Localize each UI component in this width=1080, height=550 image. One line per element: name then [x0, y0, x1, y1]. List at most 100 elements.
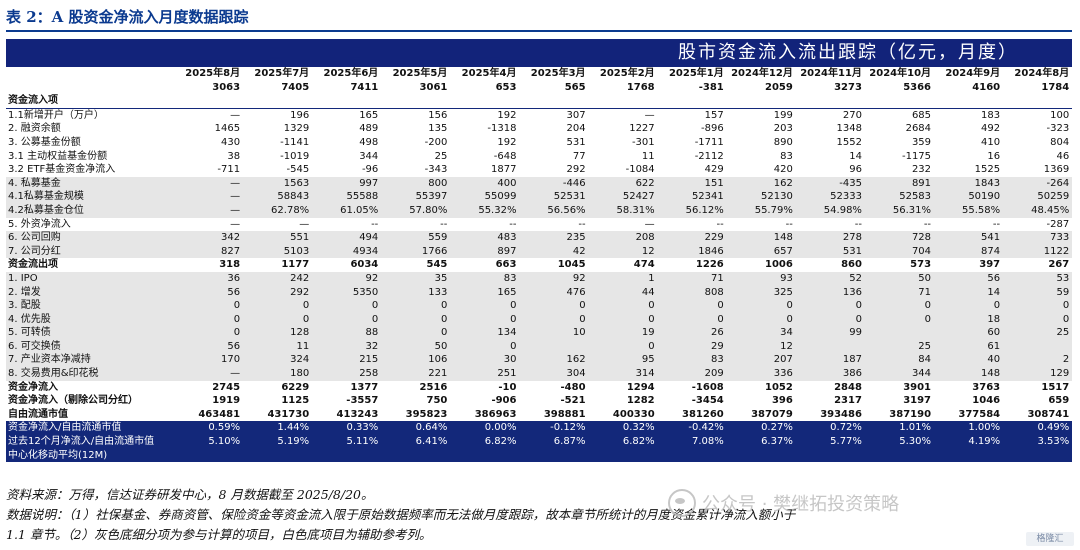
table-cell: 1.44%: [243, 421, 313, 436]
table-cell: 0: [450, 299, 520, 313]
table-cell: 494: [312, 231, 382, 245]
table-cell: [795, 448, 865, 463]
table-cell: 5.30%: [864, 435, 935, 449]
table-cell: 55588: [312, 190, 382, 204]
table-cell: 25: [434, 150, 448, 162]
table-cell: 304: [519, 367, 589, 381]
table-cell: 187: [795, 353, 865, 368]
table-cell: 2745: [212, 381, 241, 393]
table-cell: [243, 448, 313, 463]
row-label: 资金净流入/自由流通市值: [6, 421, 174, 436]
table-cell: 551: [243, 231, 313, 245]
table-cell: 800: [381, 176, 451, 191]
table-cell: [726, 448, 796, 463]
table-cell: [174, 94, 244, 109]
table-cell: -2112: [694, 150, 724, 162]
table-cell: 0: [1003, 312, 1073, 327]
table-cell: 0: [588, 299, 658, 313]
table-cell: 56.56%: [519, 203, 589, 218]
table-cell: 10: [519, 326, 589, 340]
table-cell: 56: [934, 271, 1004, 286]
table-cell: 148: [934, 367, 1004, 381]
table-cell: [1003, 448, 1073, 463]
table-cell: 55397: [381, 190, 451, 204]
table-cell: -1019: [280, 150, 310, 162]
table-cell: -896: [701, 123, 724, 135]
table-cell: 60: [934, 326, 1004, 340]
table-cell: 396: [771, 395, 793, 407]
table-cell: 386: [795, 367, 865, 381]
table-cell: [657, 94, 727, 109]
table-cell: [795, 94, 865, 109]
table-cell: 0: [588, 312, 658, 327]
table-cell: 492: [981, 123, 1001, 135]
table-cell: 207: [726, 353, 796, 368]
table-cell: -446: [519, 176, 589, 191]
table-cell: 545: [426, 259, 448, 271]
table-cell: 14: [934, 285, 1004, 300]
table-cell: 3197: [903, 395, 932, 407]
table-cell: 1348: [836, 123, 862, 135]
table-cell: 35: [381, 271, 451, 286]
table-cell: 1226: [695, 259, 724, 271]
table-cell: 0: [795, 312, 865, 327]
table-cell: 258: [312, 367, 382, 381]
table-cell: 165: [450, 285, 520, 300]
title-block: 表 2：A 股资金净流入月度数据跟踪: [6, 2, 1072, 32]
row-label: 2. 增发: [6, 285, 174, 300]
table-cell: —: [230, 109, 241, 121]
table-cell: 16: [987, 150, 1001, 162]
table-cell: 55.79%: [726, 203, 796, 218]
table-cell: 95: [588, 353, 658, 368]
table-cell: -480: [560, 381, 586, 393]
table-cell: 106: [381, 353, 451, 368]
table-cell: —: [174, 190, 244, 204]
table-cell: 56.31%: [864, 203, 935, 218]
table-row: 3.2 ETF基金资金净流入 -711 -545 -96 -343 1877 292 -108…: [6, 163, 1072, 177]
table-cell: 997: [312, 176, 382, 191]
table-cell: 325: [726, 285, 796, 300]
table-cell: 36: [174, 271, 244, 286]
table-cell: 129: [1003, 367, 1073, 381]
table-row: 3. 配股 0 0 0 0 0 0 0 0 0 0 0 0 0: [6, 299, 1073, 313]
table-cell: -1175: [901, 150, 932, 162]
table-cell: 2317: [834, 395, 862, 407]
table-cell: 52427: [588, 190, 658, 204]
table-cell: —: [174, 203, 244, 218]
table-cell: 44: [588, 285, 658, 300]
table-row: 4.1私募基金规模 —58843 55588 55397 55099 52531 52427…: [6, 190, 1073, 204]
table-row: 4. 优先股 0 0 0 0 0 0 0 0 0 0 0 18 0: [6, 312, 1073, 327]
table-cell: 11: [641, 150, 655, 162]
table-cell: 196: [290, 109, 310, 121]
row-label: 资金净流入: [8, 381, 58, 393]
table-banner: 股市资金流入流出跟踪（亿元，月度）: [6, 39, 1072, 67]
column-header: 2025年2月: [599, 68, 655, 79]
table-cell: 62.78%: [243, 203, 313, 218]
table-cell: 52333: [795, 190, 865, 204]
table-cell: 61.05%: [312, 203, 382, 218]
table-cell: 0.33%: [312, 421, 382, 436]
table-cell: —: [174, 367, 244, 381]
fund-flow-table-wrap: 2025年8月 2025年7月 2025年6月 2025年5月 2025年4月 2025年…: [6, 67, 1073, 463]
table-cell: 804: [1050, 136, 1070, 148]
table-cell: 531: [566, 136, 586, 148]
table-cell: 133: [381, 285, 451, 300]
table-cell: --: [785, 218, 793, 230]
table-cell: -648: [493, 150, 517, 162]
table-cell: 5.19%: [243, 435, 313, 449]
table-cell: 84: [864, 353, 935, 368]
table-cell: 136: [795, 285, 865, 300]
row-label: 5. 可转债: [6, 326, 174, 340]
table-cell: 541: [934, 231, 1004, 245]
table-cell: 55.58%: [934, 203, 1004, 218]
table-cell: 0: [243, 299, 313, 313]
row-label: 3.1 主动权益基金份额: [8, 150, 108, 162]
table-cell: 891: [864, 176, 935, 191]
table-cell: 42: [519, 244, 589, 259]
table-cell: 1369: [1043, 164, 1070, 176]
table-cell: --: [854, 218, 862, 230]
column-header: 2025年8月: [185, 68, 241, 79]
table-cell: 50259: [1003, 190, 1073, 204]
table-cell: 292: [243, 285, 313, 300]
corner-logo: 格隆汇: [1026, 532, 1074, 546]
